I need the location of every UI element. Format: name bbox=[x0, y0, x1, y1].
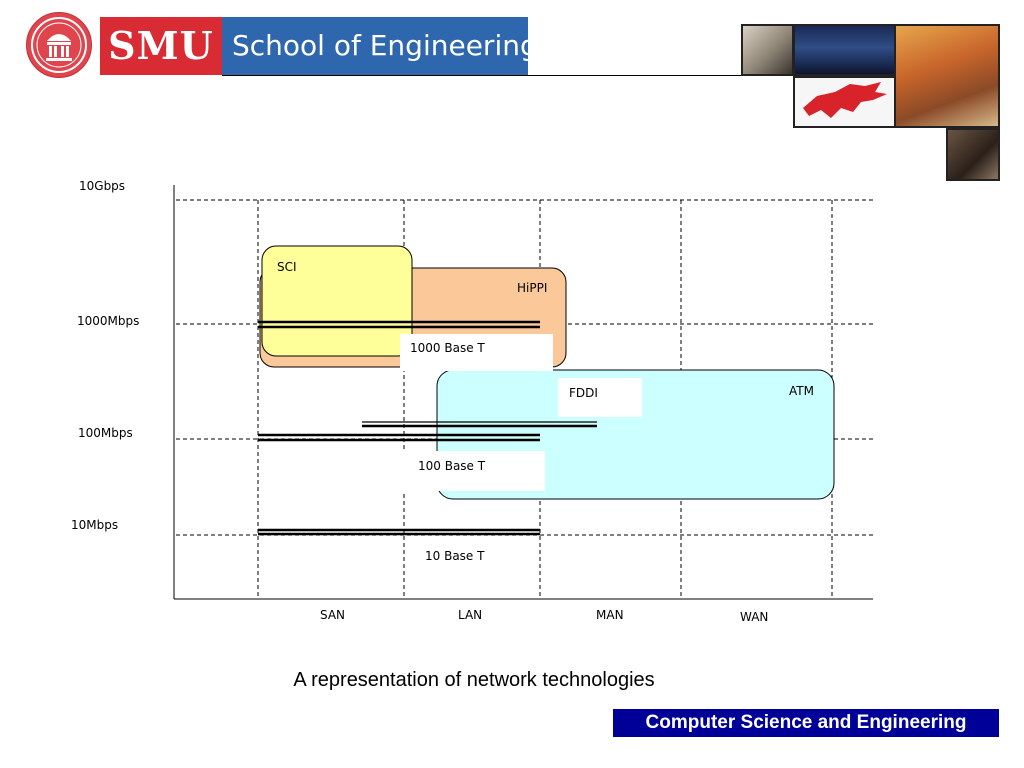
gigabit-ethernet-bar bbox=[258, 320, 540, 329]
sci-region bbox=[261, 245, 413, 357]
fast-ethernet-bar bbox=[258, 433, 540, 442]
x-label-san: SAN bbox=[320, 608, 345, 622]
x-label-wan: WAN bbox=[740, 610, 768, 624]
x-label-lan: LAN bbox=[458, 608, 482, 622]
y-label-100mbps: 100Mbps bbox=[78, 426, 133, 440]
ethernet-label: 10 Base T bbox=[425, 549, 485, 563]
fddi-label-box bbox=[558, 378, 642, 417]
university-seal-icon bbox=[26, 12, 92, 78]
mustang-logo-icon bbox=[793, 76, 896, 128]
slide-caption: A representation of network technologies bbox=[293, 669, 655, 691]
ethernet-bar bbox=[258, 528, 540, 536]
fast-ethernet-label: 100 Base T bbox=[418, 459, 486, 473]
brand-school-of-engineering: School of Engineering bbox=[222, 17, 538, 75]
header-divider bbox=[222, 75, 742, 76]
gigabit-label-box bbox=[400, 334, 553, 371]
sci-label: SCI bbox=[277, 260, 297, 274]
y-label-10gbps: 10Gbps bbox=[79, 179, 125, 193]
x-label-man: MAN bbox=[596, 608, 624, 622]
photo-students bbox=[946, 128, 1000, 181]
y-label-10mbps: 10Mbps bbox=[71, 518, 118, 532]
gigabit-ethernet-label: 1000 Base T bbox=[410, 341, 485, 355]
hippi-label: HiPPI bbox=[517, 281, 547, 295]
photo-campus bbox=[894, 24, 1000, 128]
fddi-bar bbox=[362, 421, 597, 428]
fast-ethernet-label-box bbox=[400, 451, 545, 491]
atm-label: ATM bbox=[789, 384, 814, 398]
fddi-label: FDDI bbox=[569, 386, 598, 400]
footer-department: Computer Science and Engineering bbox=[613, 709, 999, 737]
brand-smu: SMU bbox=[100, 17, 222, 75]
photo-lab bbox=[793, 24, 896, 76]
y-label-1000mbps: 1000Mbps bbox=[77, 314, 139, 328]
